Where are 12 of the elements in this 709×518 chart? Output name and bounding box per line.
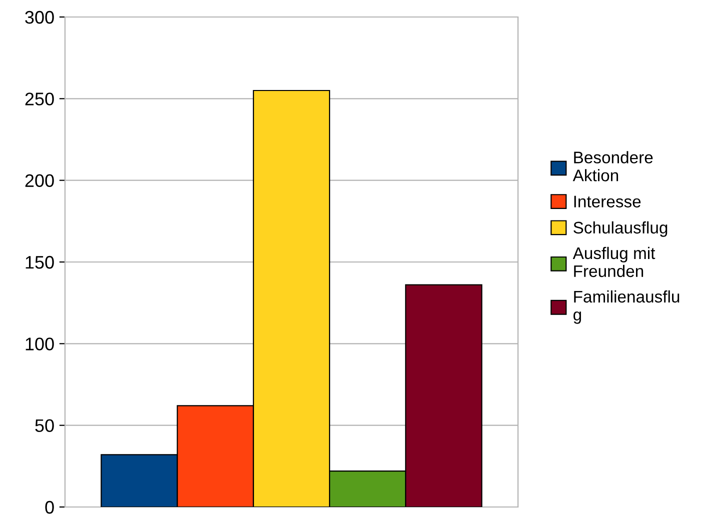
y-tick-label: 50	[35, 419, 54, 432]
y-tick-label: 100	[26, 338, 54, 350]
legend-label: Ausflug mit Freunden	[572, 246, 656, 278]
legend-label: Schulausflug	[574, 221, 668, 237]
legend-label: Familienausflug	[573, 290, 680, 324]
legend-label: Interesse	[574, 196, 641, 208]
y-tick-label: 0	[45, 500, 54, 514]
y-tick-label: 300	[25, 10, 54, 24]
legend-label: Besondere Aktion	[572, 151, 653, 182]
y-tick-label: 150	[26, 256, 54, 269]
y-tick-label: 200	[25, 174, 54, 188]
y-tick-label: 250	[25, 92, 54, 106]
